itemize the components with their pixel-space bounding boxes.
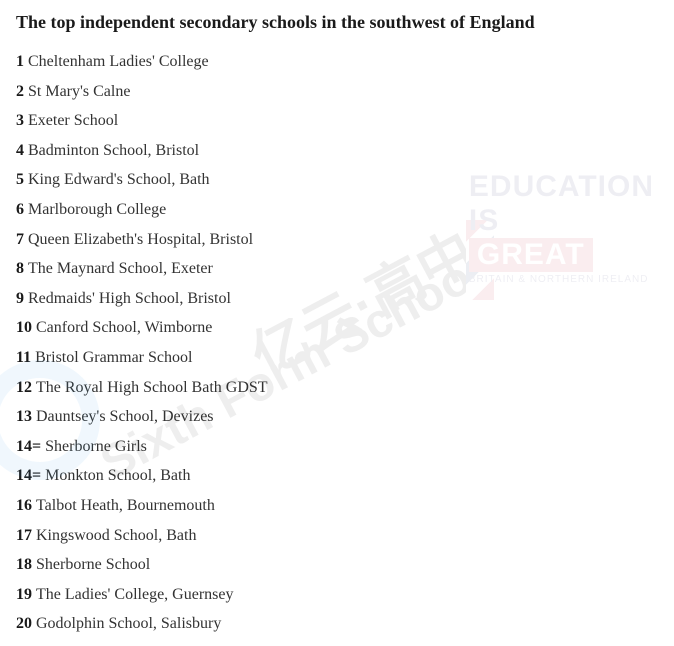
school-name: Bristol Grammar School <box>35 349 192 366</box>
rank-number: 10 <box>16 319 32 336</box>
list-item: 5King Edward's School, Bath <box>16 165 658 195</box>
school-name: Canford School, Wimborne <box>36 319 212 336</box>
school-name: Redmaids' High School, Bristol <box>28 290 231 307</box>
school-name: The Royal High School Bath GDST <box>36 379 268 396</box>
list-item: 11Bristol Grammar School <box>16 343 658 373</box>
list-item: 17Kingswood School, Bath <box>16 521 658 551</box>
school-name: Exeter School <box>28 112 118 129</box>
school-name: King Edward's School, Bath <box>28 171 210 188</box>
school-name: The Maynard School, Exeter <box>28 260 213 277</box>
rank-number: 17 <box>16 527 32 544</box>
rank-number: 13 <box>16 408 32 425</box>
list-item: 14=Monkton School, Bath <box>16 461 658 491</box>
rank-number: 5 <box>16 171 24 188</box>
school-name: Talbot Heath, Bournemouth <box>36 497 215 514</box>
page-title: The top independent secondary schools in… <box>16 12 658 33</box>
rank-number: 16 <box>16 497 32 514</box>
list-item: 6Marlborough College <box>16 195 658 225</box>
list-item: 7Queen Elizabeth's Hospital, Bristol <box>16 225 658 255</box>
list-item: 12The Royal High School Bath GDST <box>16 373 658 403</box>
school-name: Dauntsey's School, Devizes <box>36 408 214 425</box>
rank-number: 19 <box>16 586 32 603</box>
list-item: 8The Maynard School, Exeter <box>16 254 658 284</box>
school-name: Marlborough College <box>28 201 166 218</box>
school-name: The Ladies' College, Guernsey <box>36 586 233 603</box>
list-item: 4Badminton School, Bristol <box>16 136 658 166</box>
list-item: 19The Ladies' College, Guernsey <box>16 580 658 610</box>
list-item: 20Godolphin School, Salisbury <box>16 609 658 639</box>
school-name: Badminton School, Bristol <box>28 142 199 159</box>
rank-number: 18 <box>16 556 32 573</box>
school-name: Queen Elizabeth's Hospital, Bristol <box>28 231 253 248</box>
list-item: 18Sherborne School <box>16 550 658 580</box>
school-name: Monkton School, Bath <box>45 467 190 484</box>
school-name: Sherborne Girls <box>45 438 147 455</box>
rank-number: 14= <box>16 438 41 455</box>
rank-number: 20 <box>16 615 32 632</box>
rank-number: 6 <box>16 201 24 218</box>
rank-number: 11 <box>16 349 31 366</box>
list-item: 2St Mary's Calne <box>16 77 658 107</box>
school-name: Kingswood School, Bath <box>36 527 196 544</box>
rank-number: 14= <box>16 467 41 484</box>
schools-list: 1Cheltenham Ladies' College2St Mary's Ca… <box>16 47 658 639</box>
list-item: 13Dauntsey's School, Devizes <box>16 402 658 432</box>
rank-number: 8 <box>16 260 24 277</box>
rank-number: 7 <box>16 231 24 248</box>
rank-number: 1 <box>16 53 24 70</box>
rank-number: 3 <box>16 112 24 129</box>
school-name: Godolphin School, Salisbury <box>36 615 221 632</box>
rank-number: 2 <box>16 83 24 100</box>
school-name: St Mary's Calne <box>28 83 130 100</box>
rank-number: 4 <box>16 142 24 159</box>
list-item: 1Cheltenham Ladies' College <box>16 47 658 77</box>
list-item: 3Exeter School <box>16 106 658 136</box>
list-item: 16Talbot Heath, Bournemouth <box>16 491 658 521</box>
school-name: Cheltenham Ladies' College <box>28 53 209 70</box>
list-item: 14=Sherborne Girls <box>16 432 658 462</box>
list-item: 9Redmaids' High School, Bristol <box>16 284 658 314</box>
rank-number: 12 <box>16 379 32 396</box>
school-name: Sherborne School <box>36 556 150 573</box>
list-item: 10Canford School, Wimborne <box>16 313 658 343</box>
rank-number: 9 <box>16 290 24 307</box>
